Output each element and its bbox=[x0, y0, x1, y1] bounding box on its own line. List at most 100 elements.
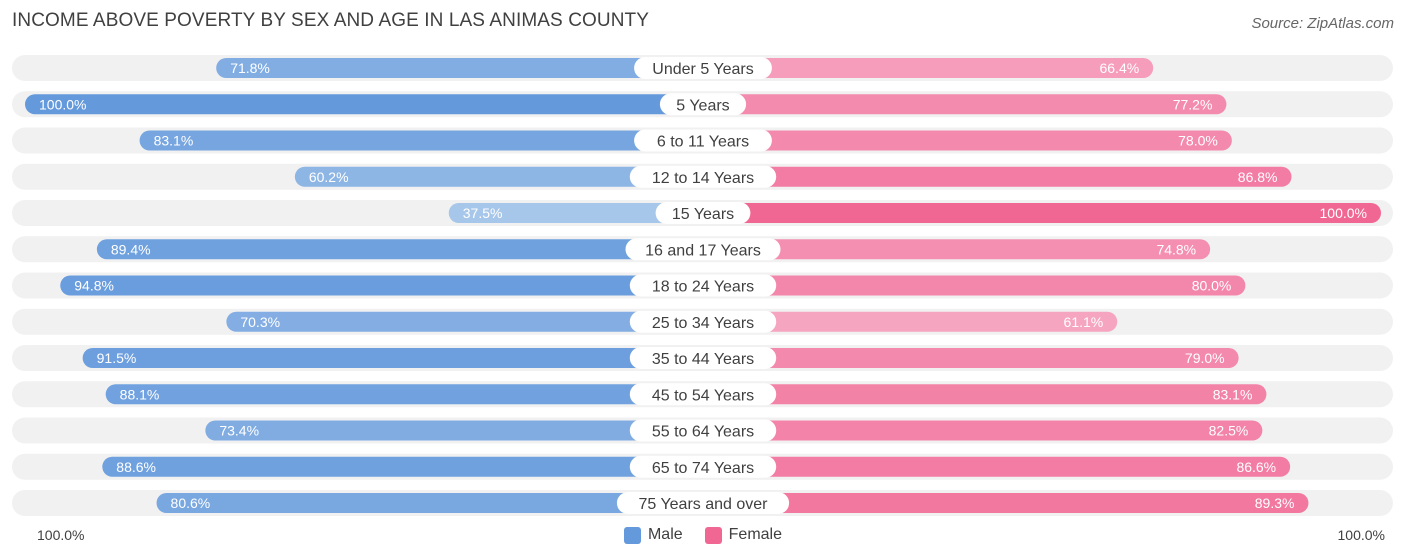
category-pill bbox=[629, 310, 777, 333]
row-4: 37.5% 100.0% 15 Years bbox=[12, 200, 1393, 226]
chart-title: INCOME ABOVE POVERTY BY SEX AND AGE IN L… bbox=[12, 10, 650, 31]
female-value-label: 66.4% bbox=[1099, 60, 1139, 76]
category-pill bbox=[625, 238, 781, 261]
legend-swatch-female bbox=[704, 526, 722, 544]
female-bar bbox=[703, 58, 1154, 78]
category-pill bbox=[659, 93, 747, 116]
male-value-label: 37.5% bbox=[463, 205, 503, 221]
row-2: 83.1% 78.0% 6 to 11 Years bbox=[12, 127, 1393, 154]
category-pill bbox=[629, 274, 777, 297]
legend-label-male: Male bbox=[647, 526, 683, 543]
category-label: 75 Years and over bbox=[639, 496, 769, 513]
male-value-label: 88.1% bbox=[120, 386, 160, 402]
male-value-label: 80.6% bbox=[171, 495, 211, 511]
male-bar bbox=[205, 420, 703, 441]
category-pill bbox=[629, 165, 777, 188]
female-value-label: 79.0% bbox=[1185, 350, 1225, 366]
row-0: 71.8% 66.4% Under 5 Years bbox=[12, 55, 1393, 81]
male-bar bbox=[105, 384, 703, 405]
female-bar bbox=[703, 94, 1227, 115]
female-bar bbox=[703, 384, 1267, 405]
female-bar bbox=[703, 275, 1246, 296]
chart-source: Source: ZipAtlas.com bbox=[1251, 15, 1394, 32]
male-bar bbox=[294, 166, 703, 187]
legend-label-female: Female bbox=[728, 526, 783, 543]
male-value-label: 70.3% bbox=[240, 314, 280, 330]
axis-left-label: 100.0% bbox=[37, 527, 85, 543]
male-value-label: 60.2% bbox=[309, 169, 349, 185]
female-value-label: 82.5% bbox=[1209, 423, 1249, 439]
category-pill bbox=[634, 129, 772, 152]
male-bar bbox=[139, 130, 703, 151]
female-bar bbox=[703, 493, 1309, 513]
female-bar bbox=[703, 348, 1239, 368]
category-label: 18 to 24 Years bbox=[652, 279, 754, 296]
category-label: 65 to 74 Years bbox=[652, 460, 754, 477]
bar-chart: 71.8% 66.4% Under 5 Years 100.0% 77.2% 5 Year… bbox=[12, 55, 1393, 516]
row-6: 94.8% 80.0% 18 to 24 Years bbox=[12, 272, 1393, 299]
male-value-label: 88.6% bbox=[116, 459, 156, 475]
category-pill bbox=[655, 202, 751, 224]
legend-swatch-male bbox=[623, 526, 641, 544]
legend-item-female[interactable]: Female bbox=[704, 526, 783, 544]
category-label: 16 and 17 Years bbox=[645, 242, 761, 259]
male-bar bbox=[448, 203, 703, 223]
female-bar bbox=[703, 239, 1211, 260]
male-bar bbox=[226, 311, 703, 332]
female-value-label: 83.1% bbox=[1213, 386, 1253, 402]
female-value-label: 86.6% bbox=[1236, 459, 1276, 475]
category-pill bbox=[629, 347, 777, 369]
category-label: 15 Years bbox=[672, 206, 734, 223]
category-label: 12 to 14 Years bbox=[652, 170, 754, 187]
row-12: 80.6% 89.3% 75 Years and over bbox=[12, 490, 1393, 516]
female-bar bbox=[703, 130, 1232, 151]
male-value-label: 83.1% bbox=[154, 133, 194, 149]
female-value-label: 100.0% bbox=[1320, 205, 1367, 221]
female-value-label: 61.1% bbox=[1064, 314, 1104, 330]
category-label: 35 to 44 Years bbox=[652, 351, 754, 368]
row-1: 100.0% 77.2% 5 Years bbox=[12, 91, 1393, 118]
male-bar bbox=[96, 239, 704, 260]
category-pill bbox=[629, 383, 777, 406]
category-pill bbox=[634, 57, 772, 79]
male-bar bbox=[102, 456, 704, 477]
category-label: 25 to 34 Years bbox=[652, 315, 754, 332]
male-value-label: 94.8% bbox=[74, 278, 114, 294]
female-value-label: 74.8% bbox=[1156, 241, 1196, 257]
female-value-label: 86.8% bbox=[1238, 169, 1278, 185]
axis-right-label: 100.0% bbox=[1337, 527, 1385, 543]
male-value-label: 100.0% bbox=[39, 96, 86, 112]
category-pill bbox=[629, 455, 777, 478]
category-pill bbox=[616, 492, 790, 514]
female-value-label: 77.2% bbox=[1173, 96, 1213, 112]
category-pill bbox=[629, 419, 777, 442]
category-label: 6 to 11 Years bbox=[657, 134, 749, 151]
legend-item-male[interactable]: Male bbox=[623, 526, 683, 544]
female-bar bbox=[703, 456, 1291, 477]
female-value-label: 78.0% bbox=[1178, 133, 1218, 149]
female-bar bbox=[703, 203, 1381, 223]
male-bar bbox=[216, 58, 704, 78]
category-label: Under 5 Years bbox=[652, 61, 753, 78]
legend: Male Female bbox=[0, 524, 1406, 546]
male-bar bbox=[60, 275, 704, 296]
male-value-label: 73.4% bbox=[219, 423, 259, 439]
female-bar bbox=[703, 166, 1292, 187]
category-label: 55 to 64 Years bbox=[652, 424, 754, 441]
row-9: 88.1% 83.1% 45 to 54 Years bbox=[12, 381, 1393, 408]
female-bar bbox=[703, 311, 1118, 332]
male-value-label: 89.4% bbox=[111, 241, 151, 257]
row-10: 73.4% 82.5% 55 to 64 Years bbox=[12, 417, 1393, 444]
female-value-label: 89.3% bbox=[1255, 495, 1295, 511]
male-bar bbox=[82, 348, 703, 368]
male-bar bbox=[25, 94, 703, 115]
category-label: 5 Years bbox=[676, 97, 729, 114]
female-bar bbox=[703, 420, 1263, 441]
category-label: 45 to 54 Years bbox=[652, 387, 754, 404]
row-3: 60.2% 86.8% 12 to 14 Years bbox=[12, 163, 1393, 190]
male-bar bbox=[156, 493, 704, 513]
row-11: 88.6% 86.6% 65 to 74 Years bbox=[12, 453, 1393, 480]
row-8: 91.5% 79.0% 35 to 44 Years bbox=[12, 345, 1393, 371]
row-5: 89.4% 74.8% 16 and 17 Years bbox=[12, 236, 1393, 263]
row-7: 70.3% 61.1% 25 to 34 Years bbox=[12, 308, 1393, 335]
